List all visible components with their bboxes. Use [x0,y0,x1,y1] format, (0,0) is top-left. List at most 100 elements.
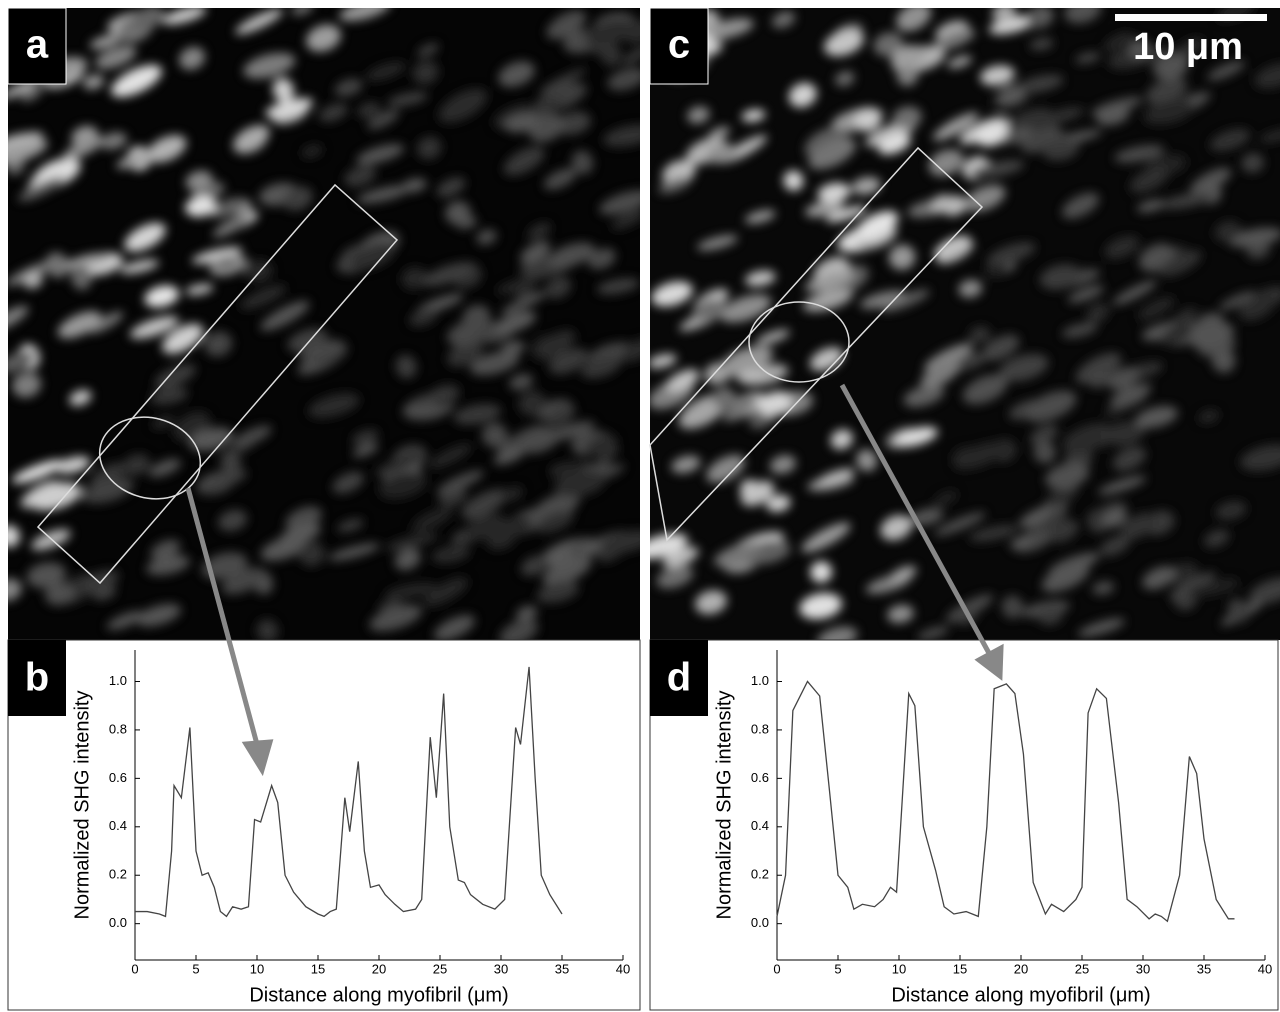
texture [470,351,520,376]
texture [706,454,745,483]
x-tick-label: 25 [1075,961,1089,976]
texture [817,468,855,485]
texture [411,506,454,533]
texture [656,565,694,589]
roi-box [36,183,399,585]
texture [416,136,442,160]
texture [233,125,270,152]
texture [395,354,417,379]
texture [1103,31,1133,51]
texture [824,29,864,57]
texture [758,391,792,416]
texture [95,45,137,69]
texture [1198,409,1220,423]
x-tick-label: 35 [1197,961,1211,976]
texture [516,605,538,622]
texture [878,134,911,155]
texture [384,533,439,551]
texture [803,289,853,312]
texture [536,511,574,534]
texture [1004,108,1052,134]
texture [20,86,43,102]
texture [756,329,790,345]
texture [671,455,701,474]
arrow-head [241,739,274,777]
texture [527,222,552,241]
texture [962,374,1008,405]
texture [56,456,91,474]
texture [154,363,196,389]
texture [1033,440,1056,464]
texture [437,470,484,495]
texture [738,368,763,385]
texture [519,427,561,454]
texture [8,350,36,373]
texture [332,471,364,494]
x-tick-label: 35 [555,961,569,976]
texture [79,570,120,593]
texture [545,404,576,426]
texture [409,389,459,405]
texture [501,291,547,315]
texture [783,170,804,191]
y-tick-label: 0.4 [109,818,127,833]
texture [810,561,833,583]
texture [287,328,327,352]
texture [349,242,396,271]
texture [982,334,1020,361]
texture [1167,562,1199,585]
texture [532,97,563,115]
texture [148,458,182,477]
texture [412,60,439,85]
texture [1214,220,1241,242]
texture [106,610,145,630]
texture [500,486,523,502]
texture [1159,250,1202,277]
x-tick-label: 5 [834,961,841,976]
texture [713,541,762,567]
texture [1228,227,1280,248]
texture [881,289,930,312]
texture [804,200,844,218]
texture [1161,322,1194,346]
texture [1259,128,1280,143]
texture [889,565,917,584]
texture [538,330,576,358]
texture [1169,571,1216,599]
texture [8,578,22,602]
texture [1189,322,1235,350]
arrow [185,487,261,749]
texture [856,449,878,472]
texture [498,61,535,87]
x-tick-label: 25 [433,961,447,976]
y-tick-label: 0.6 [751,770,769,785]
texture [1187,578,1240,597]
texture [987,242,1036,265]
texture [198,470,248,495]
chart-panel-d [649,639,1279,1011]
texture [1129,166,1169,193]
y-tick-label: 0.0 [109,915,127,930]
texture [23,271,43,289]
texture [212,256,240,272]
texture [476,229,497,245]
texture [279,523,322,545]
texture [933,490,958,506]
texture [218,509,248,532]
texture [880,514,912,541]
texture [1142,566,1176,590]
texture [928,149,964,177]
scale-bar-label: 10 μm [1133,26,1243,68]
y-tick-label: 0.2 [751,867,769,882]
texture [1146,77,1188,105]
texture [298,342,346,360]
texture [162,8,207,25]
x-tick-label: 40 [616,961,630,976]
texture [493,446,526,465]
texture [888,244,916,270]
texture [146,555,190,576]
texture [989,15,1036,35]
roi-box [649,146,984,542]
texture [1204,529,1230,548]
texture [1219,291,1256,311]
